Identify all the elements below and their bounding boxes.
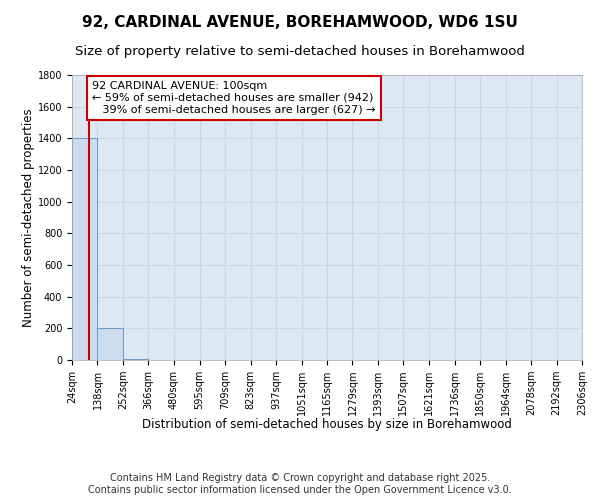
Bar bbox=[97, 328, 123, 360]
Text: Size of property relative to semi-detached houses in Borehamwood: Size of property relative to semi-detach… bbox=[75, 45, 525, 58]
Text: Contains HM Land Registry data © Crown copyright and database right 2025.
Contai: Contains HM Land Registry data © Crown c… bbox=[88, 474, 512, 495]
X-axis label: Distribution of semi-detached houses by size in Borehamwood: Distribution of semi-detached houses by … bbox=[142, 418, 512, 431]
Y-axis label: Number of semi-detached properties: Number of semi-detached properties bbox=[22, 108, 35, 327]
Text: 92, CARDINAL AVENUE, BOREHAMWOOD, WD6 1SU: 92, CARDINAL AVENUE, BOREHAMWOOD, WD6 1S… bbox=[82, 15, 518, 30]
Text: 92 CARDINAL AVENUE: 100sqm
← 59% of semi-detached houses are smaller (942)
   39: 92 CARDINAL AVENUE: 100sqm ← 59% of semi… bbox=[92, 82, 376, 114]
Bar bbox=[123, 359, 148, 360]
Bar bbox=[72, 138, 97, 360]
